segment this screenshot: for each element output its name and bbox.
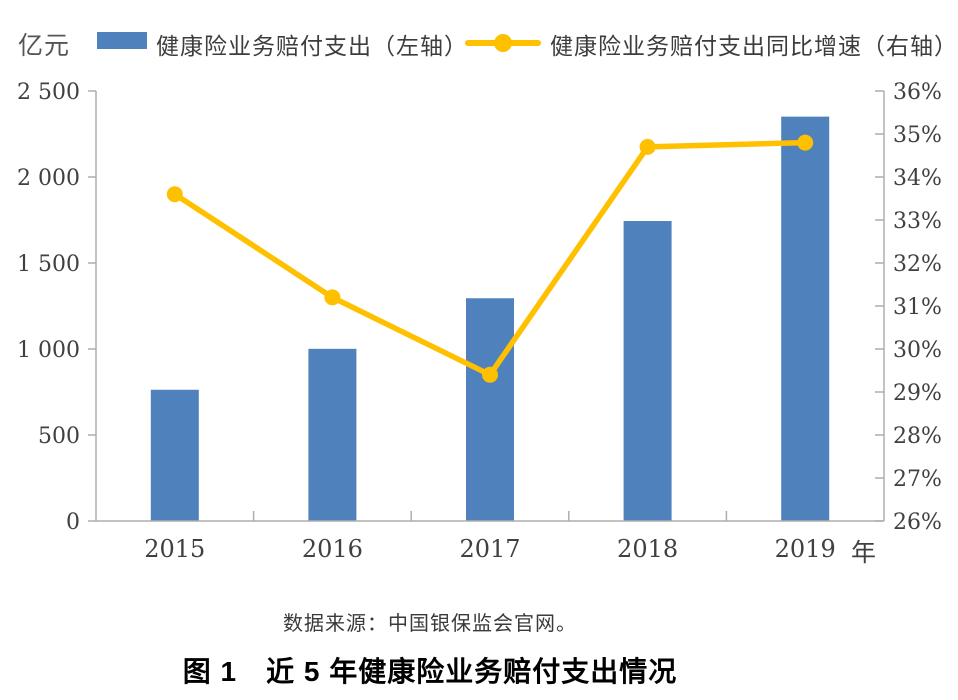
right-axis-tick-label: 35% (893, 123, 942, 148)
legend-bar-swatch-icon (97, 32, 147, 49)
figure-title: 图 1 近 5 年健康险业务赔付支出情况 (182, 656, 678, 687)
x-axis-unit-label: 年 (851, 539, 877, 567)
legend-item-growth-label: 健康险业务赔付支出同比增速（右轴） (550, 33, 958, 59)
line-point-2018 (639, 138, 656, 155)
right-axis-tick-label: 30% (893, 338, 942, 363)
right-axis-tick-label: 29% (893, 381, 942, 406)
data-source-caption: 数据来源：中国银保监会官网。 (283, 613, 577, 635)
bar-2018 (623, 221, 672, 522)
bar-2015 (150, 389, 199, 521)
left-axis-tick-label: 0 (66, 510, 80, 535)
right-axis-tick-label: 31% (893, 295, 942, 320)
right-axis-tick-label: 28% (893, 424, 942, 449)
left-axis-tick-label: 2 000 (17, 166, 80, 191)
left-axis-tick-label: 1 000 (17, 338, 80, 363)
legend-item-claims-label: 健康险业务赔付支出（左轴） (156, 33, 468, 59)
right-axis-tick-label: 36% (893, 80, 942, 105)
left-axis-tick-label: 2 500 (17, 80, 80, 105)
right-axis-tick-label: 26% (893, 510, 942, 535)
bar-2016 (308, 348, 357, 521)
right-axis-tick-label: 32% (893, 252, 942, 277)
x-axis-label-2017: 2017 (459, 535, 520, 563)
combo-chart-plot: 0 500 1 000 1 500 2 000 2 500 26% 27% 28% 29% 30% 3… (17, 80, 942, 563)
left-axis-unit-label: 亿元 (18, 32, 71, 60)
x-axis-label-2019: 2019 (775, 535, 836, 563)
right-axis-tick-label: 33% (893, 209, 942, 234)
bar-2017 (466, 298, 514, 521)
bar-2019 (781, 116, 830, 522)
right-axis-tick-label: 34% (893, 166, 942, 191)
left-axis-tick-label: 500 (38, 424, 80, 449)
line-point-2015 (166, 186, 183, 203)
line-point-2017 (482, 366, 498, 383)
x-axis-label-2015: 2015 (144, 535, 205, 563)
right-axis-tick-label: 27% (893, 467, 942, 492)
left-axis-tick-label: 1 500 (17, 252, 80, 277)
legend-line-dot-icon (494, 34, 512, 52)
x-axis-label-2016: 2016 (302, 535, 363, 563)
line-point-2019 (797, 134, 814, 151)
line-point-2016 (324, 289, 341, 306)
x-axis-label-2018: 2018 (617, 535, 678, 563)
